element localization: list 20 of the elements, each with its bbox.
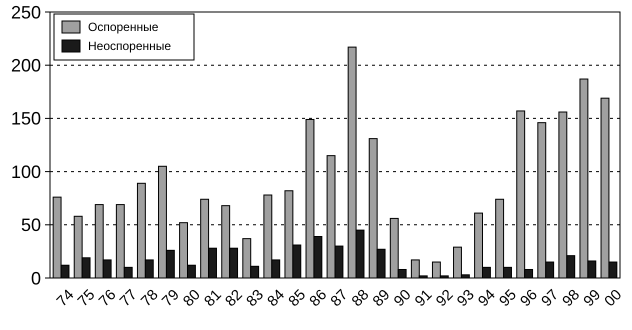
x-tick-label: 74 <box>53 286 78 310</box>
x-tick-label: 89 <box>370 286 394 310</box>
x-tick-label: 90 <box>390 286 414 310</box>
legend-label: Оспоренные <box>88 20 159 34</box>
x-tick-label: 97 <box>538 286 562 310</box>
x-tick-label: 75 <box>74 286 98 310</box>
x-tick-label: 96 <box>517 286 541 310</box>
x-tick-label: 82 <box>222 286 246 310</box>
x-tick-label: 83 <box>243 286 267 310</box>
x-tick-label: 95 <box>496 286 520 310</box>
x-tick-label: 81 <box>201 286 225 310</box>
y-tick-label: 200 <box>10 56 41 76</box>
x-tick-label: 76 <box>96 286 120 310</box>
y-tick-label: 50 <box>20 215 41 236</box>
y-tick-label: 150 <box>10 108 41 129</box>
y-tick-label: 0 <box>30 268 41 288</box>
y-tick-label: 100 <box>10 162 41 182</box>
x-tick-label: 88 <box>348 286 372 310</box>
legend-label: Неоспоренные <box>88 39 172 54</box>
y-tick-label: 250 <box>10 2 41 22</box>
